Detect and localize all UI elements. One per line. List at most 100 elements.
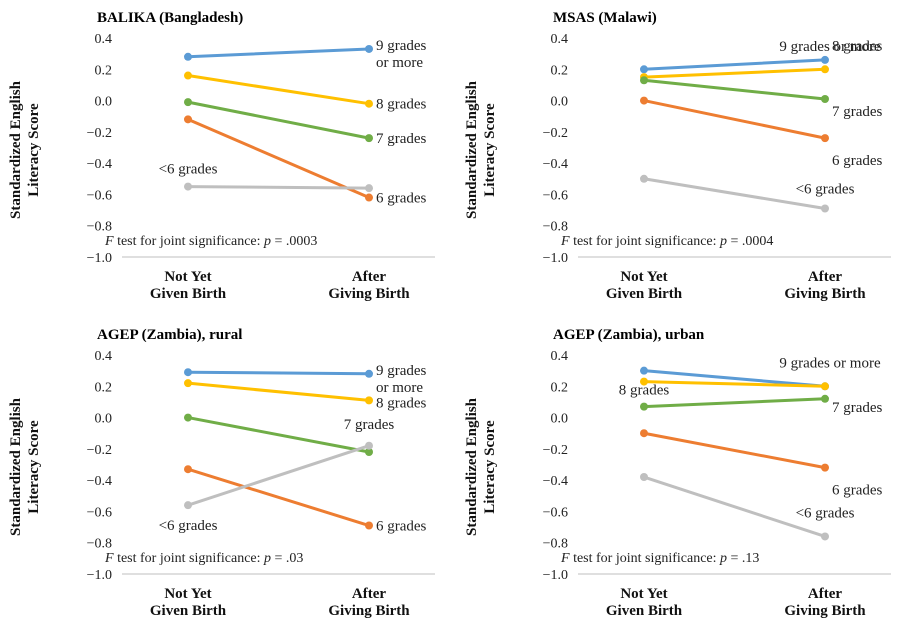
data-point xyxy=(184,379,192,388)
series-label: 7 grades xyxy=(832,104,883,120)
y-axis-label: Standardized English xyxy=(464,397,480,536)
y-axis-label: Literacy Score xyxy=(482,420,498,514)
y-tick-label: −0.8 xyxy=(87,220,112,235)
y-axis-label: Literacy Score xyxy=(26,103,42,197)
y-tick-label: −1.0 xyxy=(87,251,112,266)
significance-note-part: test for joint significance: xyxy=(570,234,720,249)
data-point xyxy=(365,447,373,456)
x-category-label: Not Yet xyxy=(164,269,211,285)
chart-svg: AGEP (Zambia), urban Standardized English… xyxy=(464,327,891,619)
data-point xyxy=(821,382,829,391)
data-point xyxy=(821,394,829,403)
y-tick-label: 0.0 xyxy=(95,95,113,110)
y-tick-label: 0.4 xyxy=(95,349,113,364)
series-line xyxy=(186,185,371,190)
y-tick-label: 0.4 xyxy=(95,32,113,47)
series-line xyxy=(642,99,827,140)
data-point xyxy=(640,174,648,183)
y-tick-label: 0.0 xyxy=(551,412,569,427)
significance-note-part: p xyxy=(719,551,727,566)
series-line xyxy=(642,78,827,101)
y-axis-label: Literacy Score xyxy=(26,420,42,514)
series-label: 7 grades xyxy=(376,131,427,147)
chart-panel-agep-urban: AGEP (Zambia), urban Standardized English… xyxy=(456,317,911,634)
data-point xyxy=(640,366,648,375)
data-point xyxy=(184,413,192,422)
series-line xyxy=(186,370,371,376)
y-tick-label: −0.6 xyxy=(543,188,568,203)
data-point xyxy=(184,71,192,80)
y-tick-label: 0.0 xyxy=(95,412,113,427)
data-point xyxy=(821,55,829,64)
chart-panel-agep-rural: AGEP (Zambia), rural Standardized English… xyxy=(0,317,455,634)
x-category-label: Giving Birth xyxy=(328,603,410,619)
data-point xyxy=(821,65,829,74)
data-point xyxy=(184,501,192,510)
y-tick-label: −0.2 xyxy=(87,443,112,458)
series-line xyxy=(642,431,827,470)
significance-note-part: = .13 xyxy=(727,551,759,566)
series-line xyxy=(642,475,827,538)
significance-note-part: = .03 xyxy=(271,551,303,566)
series-line xyxy=(642,67,827,79)
series-line xyxy=(642,369,827,388)
series-label: 6 grades xyxy=(376,191,427,207)
significance-note: F test for joint significance: p = .13 xyxy=(560,551,759,566)
data-point xyxy=(365,44,373,53)
series-label: 6 grades xyxy=(832,483,883,499)
chart-svg: AGEP (Zambia), rural Standardized English… xyxy=(8,327,435,619)
chart-title: BALIKA (Bangladesh) xyxy=(97,10,243,26)
data-point xyxy=(640,402,648,411)
y-tick-label: −0.2 xyxy=(87,126,112,141)
y-tick-label: −0.2 xyxy=(543,443,568,458)
chart-title: AGEP (Zambia), rural xyxy=(97,327,242,343)
series-label: 9 grades xyxy=(376,363,427,379)
series-line xyxy=(642,397,827,409)
series-label: 8 grades xyxy=(376,395,427,411)
y-axis-label: Literacy Score xyxy=(482,103,498,197)
y-axis-label: Standardized English xyxy=(464,80,480,219)
data-point xyxy=(184,98,192,107)
series-line xyxy=(186,467,371,528)
data-point xyxy=(640,96,648,105)
x-category-label: Not Yet xyxy=(620,269,667,285)
series-line xyxy=(186,74,371,106)
significance-note-part: test for joint significance: xyxy=(114,234,264,249)
series-line xyxy=(642,177,827,211)
data-point xyxy=(640,76,648,85)
significance-note: F test for joint significance: p = .0003 xyxy=(104,234,317,249)
y-tick-label: −0.8 xyxy=(543,220,568,235)
series-label: <6 grades xyxy=(159,518,218,534)
significance-note: F test for joint significance: p = .0004 xyxy=(560,234,773,249)
series-line xyxy=(186,117,371,200)
significance-note-part: test for joint significance: xyxy=(114,551,264,566)
data-point xyxy=(365,193,373,202)
series-label: 6 grades xyxy=(376,519,427,535)
chart-title: AGEP (Zambia), urban xyxy=(553,327,705,343)
data-point xyxy=(365,99,373,108)
series-label: 9 grades xyxy=(376,38,427,54)
series-label: 9 grades or more xyxy=(779,39,881,55)
significance-note-part: p xyxy=(719,234,727,249)
significance-note-part: F xyxy=(104,234,114,249)
significance-note-part: F xyxy=(104,551,114,566)
y-tick-label: −1.0 xyxy=(543,568,568,583)
series-line xyxy=(642,58,827,71)
data-point xyxy=(640,65,648,74)
y-tick-label: −0.4 xyxy=(543,474,568,489)
data-point xyxy=(365,369,373,378)
x-category-label: Given Birth xyxy=(606,286,683,302)
series-line xyxy=(186,100,371,140)
y-tick-label: 0.4 xyxy=(551,32,569,47)
x-category-label: Giving Birth xyxy=(328,286,410,302)
significance-note-part: p xyxy=(263,234,271,249)
y-tick-label: 0.2 xyxy=(551,63,569,78)
significance-note-part: test for joint significance: xyxy=(570,551,720,566)
y-tick-label: −0.8 xyxy=(87,537,112,552)
y-tick-label: 0.4 xyxy=(551,349,569,364)
series-line xyxy=(186,444,371,507)
data-point xyxy=(821,463,829,472)
chart-svg: BALIKA (Bangladesh) Standardized English L… xyxy=(8,10,435,302)
y-tick-label: −0.6 xyxy=(543,505,568,520)
series-label: 8 grades xyxy=(619,383,670,399)
